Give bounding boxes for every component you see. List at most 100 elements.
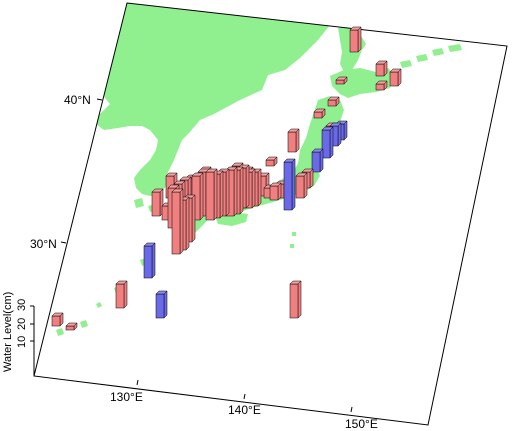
water-level-fall-bar — [321, 126, 334, 159]
bar-top-face — [167, 184, 180, 189]
water-level-rise-bar — [335, 76, 348, 85]
bar-side-face — [123, 280, 128, 309]
water-level-fall-bar — [155, 290, 168, 319]
bar-top-face — [349, 26, 362, 31]
bar-top-face — [329, 122, 342, 127]
bar-front-face — [115, 283, 125, 309]
bar-top-face — [265, 156, 278, 161]
bar-side-face — [303, 172, 308, 199]
water-level-rise-bar — [375, 60, 388, 77]
water-level-legend: 30 20 10 Water Level(cm) — [2, 292, 35, 376]
bar-top-face — [283, 158, 296, 163]
bar-side-face — [219, 170, 224, 219]
bar-side-face — [239, 166, 244, 215]
bar-top-face — [269, 182, 282, 187]
bar-side-face — [191, 194, 196, 243]
bar-front-face — [287, 131, 297, 153]
bar-top-face — [165, 172, 178, 177]
bar-top-face — [321, 126, 334, 131]
bar-side-face — [245, 164, 250, 209]
water-level-rise-bar — [171, 188, 184, 255]
bar-top-face — [191, 172, 204, 177]
ryukyu-3 — [96, 302, 102, 308]
bar-front-face — [205, 171, 215, 221]
water-level-rise-bar — [269, 182, 282, 201]
latitude-label-40: 40°N — [64, 93, 91, 107]
water-level-rise-bar — [295, 172, 308, 199]
bar-side-face — [213, 168, 218, 221]
bar-top-face — [173, 180, 186, 185]
water-level-rise-bar — [389, 68, 402, 87]
bar-front-face — [295, 175, 305, 199]
water-level-fall-bar — [311, 148, 324, 173]
kuril-3 — [432, 48, 444, 56]
water-level-rise-bar — [349, 26, 362, 53]
water-level-rise-bar — [313, 108, 326, 119]
bar-top-face — [389, 68, 402, 73]
bar-top-face — [375, 80, 388, 85]
bar-top-face — [65, 322, 78, 327]
bar-side-face — [357, 26, 362, 53]
bar-side-face — [291, 158, 296, 211]
bar-top-face — [171, 188, 184, 193]
bar-top-face — [311, 148, 324, 153]
bar-front-face — [265, 159, 275, 167]
water-level-rise-bar — [289, 280, 302, 319]
bar-side-face — [297, 280, 302, 319]
bar-side-face — [329, 126, 334, 159]
bar-front-face — [171, 191, 181, 255]
bar-top-face — [51, 312, 64, 317]
bar-front-face — [335, 79, 345, 85]
bar-side-face — [163, 290, 168, 319]
bar-front-face — [327, 99, 337, 107]
bar-top-face — [375, 60, 388, 65]
water-level-rise-bar — [151, 188, 164, 217]
kuril-1 — [400, 60, 412, 68]
bar-side-face — [199, 172, 204, 221]
bar-side-face — [295, 128, 300, 153]
longitude-label-130: 130°E — [110, 390, 143, 404]
longitude-label-140: 140°E — [228, 403, 261, 417]
bar-top-face — [301, 168, 314, 173]
izu-2 — [290, 244, 294, 248]
bar-side-face — [179, 188, 184, 255]
bar-front-face — [375, 83, 385, 91]
water-level-rise-bar — [65, 322, 78, 331]
kuril-2 — [416, 54, 428, 62]
bar-top-face — [313, 108, 326, 113]
bar-top-face — [335, 76, 348, 81]
asia-continent — [80, 3, 330, 196]
bar-front-face — [313, 111, 323, 119]
bar-front-face — [349, 29, 359, 53]
water-level-fall-bar — [143, 242, 156, 279]
bar-side-face — [225, 168, 230, 217]
bar-front-face — [65, 325, 75, 331]
bar-front-face — [151, 191, 161, 217]
bar-front-face — [283, 161, 293, 211]
bar-top-face — [327, 96, 340, 101]
bohai-island — [240, 40, 248, 46]
bar-side-face — [337, 122, 342, 147]
bar-side-face — [151, 242, 156, 279]
bar-side-face — [319, 148, 324, 173]
bar-top-face — [143, 242, 156, 247]
water-level-rise-bar — [51, 312, 64, 327]
bar-front-face — [389, 71, 399, 87]
bar-top-face — [289, 280, 302, 285]
bar-front-face — [289, 283, 299, 319]
bar-front-face — [51, 315, 61, 327]
bar-side-face — [257, 168, 262, 207]
water-level-rise-bar — [191, 172, 204, 221]
bar-front-face — [155, 293, 165, 319]
bar-top-face — [115, 280, 128, 285]
water-level-rise-bar — [375, 80, 388, 91]
legend-tick-label-30: 30 — [16, 299, 28, 311]
bar-side-face — [185, 196, 190, 251]
water-level-rise-bar — [225, 166, 238, 217]
bar-front-face — [143, 245, 153, 279]
water-level-bars — [51, 26, 402, 331]
map-frame — [33, 2, 508, 426]
bar-front-face — [375, 63, 385, 77]
bar-top-face — [179, 176, 192, 181]
